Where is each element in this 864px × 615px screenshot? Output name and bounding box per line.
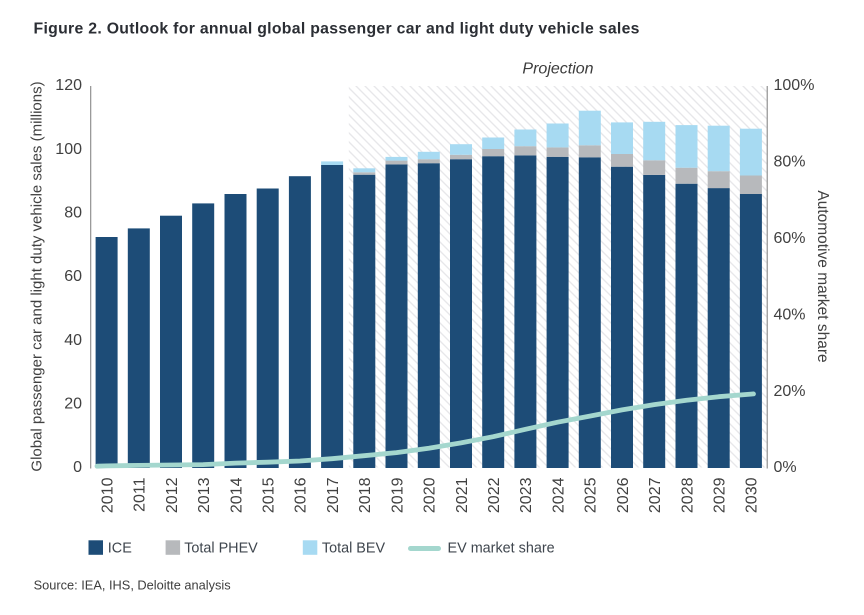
svg-text:2027: 2027 xyxy=(647,477,664,513)
svg-text:EV market share: EV market share xyxy=(448,541,555,557)
svg-text:2017: 2017 xyxy=(325,477,342,513)
svg-text:20%: 20% xyxy=(774,383,806,400)
svg-text:2026: 2026 xyxy=(615,477,632,513)
svg-text:Source: IEA, IHS, Deloitte ana: Source: IEA, IHS, Deloitte analysis xyxy=(34,578,231,593)
svg-text:40: 40 xyxy=(64,332,82,349)
svg-text:40%: 40% xyxy=(774,306,806,323)
svg-text:100%: 100% xyxy=(774,77,815,94)
svg-text:60: 60 xyxy=(64,268,82,285)
svg-text:2019: 2019 xyxy=(389,477,406,513)
svg-text:2010: 2010 xyxy=(99,477,116,513)
svg-text:2012: 2012 xyxy=(164,477,181,513)
svg-text:2011: 2011 xyxy=(132,477,149,512)
svg-text:2014: 2014 xyxy=(228,477,245,513)
svg-text:80: 80 xyxy=(64,205,82,222)
svg-text:0: 0 xyxy=(73,459,82,476)
svg-text:2030: 2030 xyxy=(744,477,761,513)
svg-text:2013: 2013 xyxy=(196,477,213,513)
svg-text:Automotive market share: Automotive market share xyxy=(814,190,831,362)
svg-text:Projection: Projection xyxy=(522,61,593,78)
svg-text:2028: 2028 xyxy=(679,477,696,513)
svg-text:80%: 80% xyxy=(774,154,806,171)
svg-text:2022: 2022 xyxy=(486,477,503,513)
svg-text:Global passenger car and light: Global passenger car and light duty vehi… xyxy=(29,81,46,471)
svg-text:2029: 2029 xyxy=(712,477,729,513)
svg-text:ICE: ICE xyxy=(108,541,132,557)
svg-text:2021: 2021 xyxy=(454,477,471,513)
svg-text:2018: 2018 xyxy=(357,477,374,513)
svg-text:0%: 0% xyxy=(774,459,797,476)
svg-text:Total PHEV: Total PHEV xyxy=(184,541,258,557)
svg-text:2020: 2020 xyxy=(422,477,439,513)
svg-text:Figure 2. Outlook for annual g: Figure 2. Outlook for annual global pass… xyxy=(34,20,640,37)
svg-text:20: 20 xyxy=(64,396,82,413)
svg-text:Total BEV: Total BEV xyxy=(322,541,386,557)
svg-text:120: 120 xyxy=(55,77,82,94)
svg-text:100: 100 xyxy=(55,141,82,158)
svg-text:2023: 2023 xyxy=(518,477,535,513)
svg-text:2016: 2016 xyxy=(293,477,310,513)
svg-text:2025: 2025 xyxy=(583,477,600,513)
svg-text:2024: 2024 xyxy=(550,477,567,513)
svg-text:2015: 2015 xyxy=(261,477,278,513)
svg-text:60%: 60% xyxy=(774,230,806,247)
